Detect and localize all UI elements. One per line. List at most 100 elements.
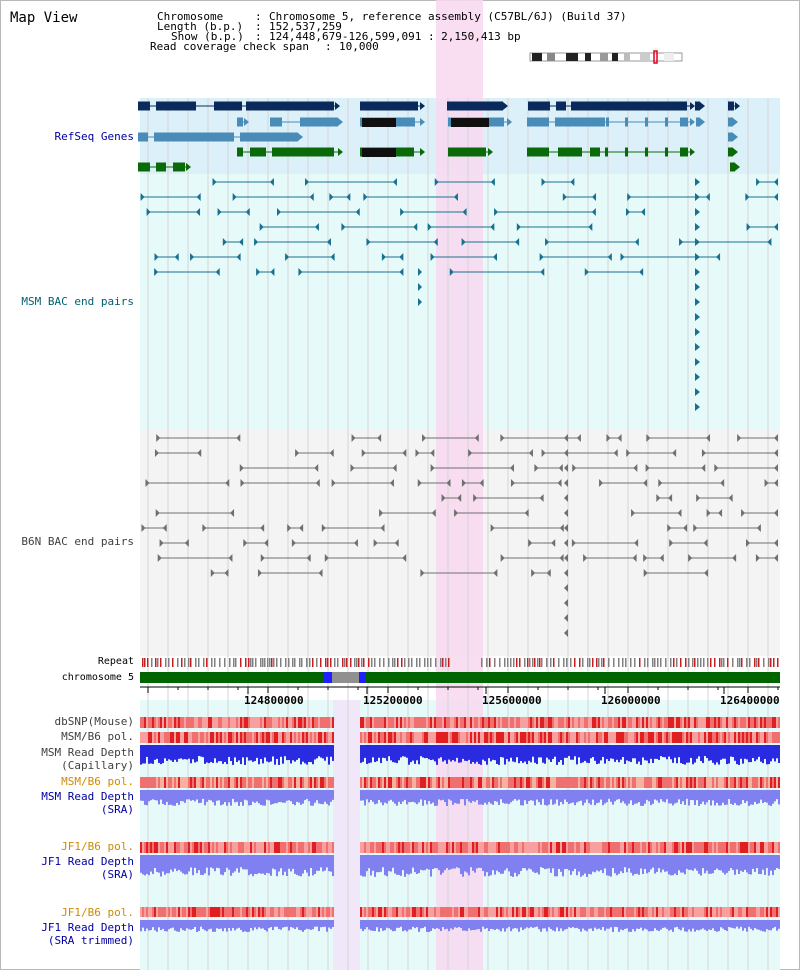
repeat-element xyxy=(570,658,572,667)
polymorphism-bin xyxy=(246,717,248,728)
polymorphism-bin xyxy=(734,732,736,743)
bac-end xyxy=(643,479,648,487)
polymorphism-bin xyxy=(484,732,486,743)
polymorphism-bin xyxy=(310,777,312,788)
polymorphism-bin xyxy=(702,732,704,743)
depth-bin xyxy=(184,745,186,760)
polymorphism-bin xyxy=(290,777,292,788)
depth-bin xyxy=(162,790,164,804)
depth-bin xyxy=(208,790,210,800)
b6n-bac-label[interactable]: B6N BAC end pairs xyxy=(21,535,134,548)
depth-bin xyxy=(326,745,328,757)
polymorphism-bin xyxy=(770,907,772,917)
polymorphism-bin xyxy=(632,907,634,917)
bac-end xyxy=(154,449,159,457)
polymorphism-bin xyxy=(766,717,768,728)
msm-bac-label[interactable]: MSM BAC end pairs xyxy=(21,295,134,308)
polymorphism-bin xyxy=(662,732,664,743)
polymorphism-bin xyxy=(696,842,698,853)
map-view-title: Map View xyxy=(10,10,78,26)
polymorphism-bin xyxy=(736,777,738,788)
polymorphism-bin xyxy=(296,777,298,788)
repeat-element xyxy=(440,658,442,667)
polymorphism-bin xyxy=(574,842,576,853)
polymorphism-bin xyxy=(482,907,484,917)
polymorphism-bin xyxy=(240,717,242,728)
ideogram-marker xyxy=(653,50,658,64)
depth-bin xyxy=(166,745,168,761)
polymorphism-bin xyxy=(238,907,240,917)
polymorphism-bin xyxy=(750,907,752,917)
depth-bin xyxy=(272,855,274,869)
polymorphism-bin xyxy=(598,842,600,853)
polymorphism-bin xyxy=(260,842,262,853)
depth-bin xyxy=(682,855,684,873)
depth-bin xyxy=(574,855,576,869)
bac-end xyxy=(672,449,677,457)
polymorphism-bin xyxy=(554,732,556,743)
polymorphism-bin xyxy=(224,717,226,728)
polymorphism-bin xyxy=(688,732,690,743)
depth-bin xyxy=(544,855,546,870)
depth-bin xyxy=(610,745,612,759)
depth-bin xyxy=(514,855,516,873)
polymorphism-bin xyxy=(242,842,244,853)
bac-end xyxy=(774,539,778,547)
polymorphism-bin xyxy=(646,907,648,917)
polymorphism-bin xyxy=(606,907,608,917)
depth-bin xyxy=(156,920,158,932)
depth-bin xyxy=(748,790,750,806)
length-value: 152,537,259 xyxy=(269,20,342,33)
bac-end xyxy=(402,554,407,562)
polymorphism-bin xyxy=(732,777,734,788)
polymorphism-bin xyxy=(652,907,654,917)
polymorphism-bin xyxy=(572,777,574,788)
repeat-element xyxy=(344,658,346,667)
depth-bin xyxy=(226,745,228,765)
polymorphism-bin xyxy=(176,842,178,853)
depth-bin xyxy=(526,745,528,765)
polymorphism-bin xyxy=(664,842,666,853)
polymorphism-bin xyxy=(150,717,152,728)
depth-bin xyxy=(504,745,506,765)
polymorphism-bin xyxy=(686,717,688,728)
bac-end xyxy=(331,479,336,487)
polymorphism-bin xyxy=(362,842,364,853)
depth-bin xyxy=(662,790,664,802)
polymorphism-bin xyxy=(440,842,442,853)
depth-bin xyxy=(584,745,586,761)
polymorphism-bin xyxy=(618,777,620,788)
depth-bin xyxy=(520,790,522,806)
depth-bin xyxy=(256,745,258,758)
depth-bin xyxy=(250,855,252,874)
polymorphism-bin xyxy=(506,777,508,788)
polymorphism-bin xyxy=(190,907,192,917)
bac-end xyxy=(318,569,323,577)
polymorphism-bin xyxy=(696,907,698,917)
polymorphism-bin xyxy=(282,777,284,788)
repeat-element xyxy=(388,658,390,667)
polymorphism-bin xyxy=(702,717,704,728)
polymorphism-bin xyxy=(758,717,760,728)
depth-bin xyxy=(734,790,736,804)
polymorphism-bin xyxy=(328,907,330,917)
polymorphism-bin xyxy=(592,732,594,743)
repeat-element xyxy=(211,658,213,667)
depth-bin xyxy=(606,745,608,760)
depth-bin xyxy=(746,745,748,760)
polymorphism-bin xyxy=(676,717,678,728)
depth-bin xyxy=(450,790,452,801)
polymorphism-bin xyxy=(190,732,192,743)
polymorphism-bin xyxy=(156,717,158,728)
repeat-element xyxy=(190,658,192,667)
polymorphism-bin xyxy=(588,717,590,728)
polymorphism-bin xyxy=(474,732,476,743)
polymorphism-bin xyxy=(270,907,272,917)
refseq-genes-label[interactable]: RefSeq Genes xyxy=(54,130,134,143)
polymorphism-bin xyxy=(500,907,502,917)
depth-bin xyxy=(596,920,598,930)
depth-bin xyxy=(172,745,174,762)
bac-end xyxy=(157,554,162,562)
depth-bin xyxy=(726,855,728,873)
